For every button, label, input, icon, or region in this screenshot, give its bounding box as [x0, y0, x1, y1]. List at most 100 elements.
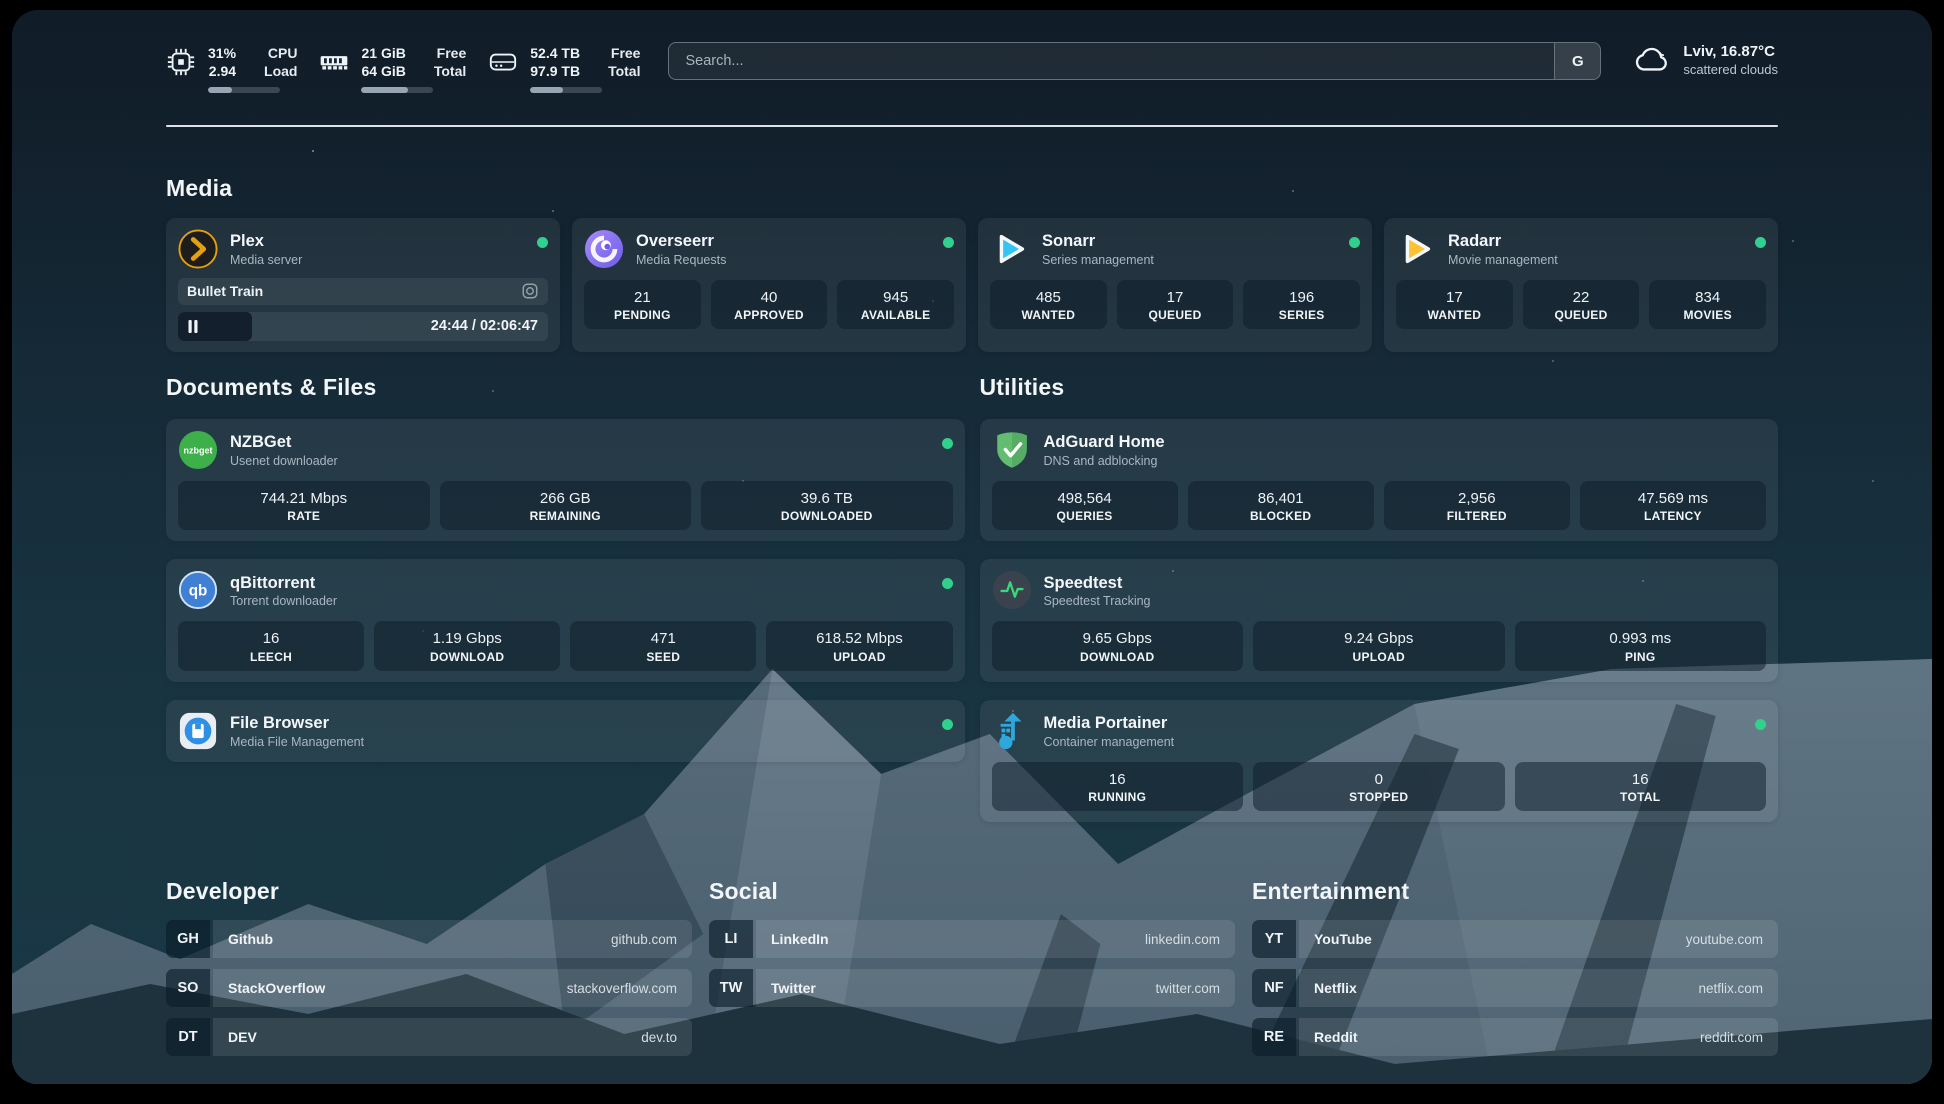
svg-text:nzbget: nzbget — [183, 445, 212, 455]
playback-progress[interactable]: 24:44 / 02:06:47 — [178, 311, 548, 341]
bookmark-url: youtube.com — [1685, 931, 1763, 947]
bookmark-youtube[interactable]: YT YouTube youtube.com — [1252, 920, 1778, 959]
stat-ping: 0.993 ms PING — [1514, 621, 1766, 671]
section-heading-documents: Documents & Files — [166, 373, 377, 400]
status-dot — [1755, 236, 1766, 248]
card-title: Plex — [230, 232, 264, 251]
stat-pending: 21 PENDING — [584, 279, 701, 330]
filebrowser-icon — [179, 712, 217, 750]
bookmark-name: DEV — [228, 1029, 257, 1046]
bookmark-dev[interactable]: DT DEV dev.to — [166, 1018, 692, 1057]
dashboard-screen: 31% 2.94 CPU Load — [12, 10, 1932, 1084]
topbar-divider — [166, 124, 1778, 127]
bookmark-linkedin[interactable]: LI LinkedIn linkedin.com — [709, 920, 1235, 959]
cpu-labels: CPU Load — [264, 45, 298, 80]
card-title: Sonarr — [1042, 232, 1096, 251]
card-title: File Browser — [230, 714, 330, 733]
bookmark-abbr: NF — [1252, 969, 1296, 1008]
disk-icon — [490, 53, 517, 71]
plex-card[interactable]: Plex Media server Bullet Train — [166, 217, 560, 352]
bookmark-twitter[interactable]: TW Twitter twitter.com — [709, 969, 1235, 1008]
section-heading-developer: Developer — [166, 878, 280, 905]
bookmark-stackoverflow[interactable]: SO StackOverflow stackoverflow.com — [166, 969, 692, 1008]
svg-text:qb: qb — [189, 583, 208, 600]
overseerr-icon — [584, 229, 624, 268]
card-subtitle: Movie management — [1448, 252, 1558, 267]
pause-icon — [188, 319, 198, 333]
now-playing-row[interactable]: Bullet Train — [178, 277, 548, 305]
radarr-card[interactable]: Radarr Movie management 17 WANTED 22 QUE… — [1384, 217, 1778, 352]
status-dot — [537, 236, 548, 248]
stat-leech: 16 LEECH — [178, 621, 365, 671]
adguard-icon — [996, 432, 1027, 468]
stat-filtered: 2,956 FILTERED — [1383, 480, 1570, 531]
stat-remaining: 266 GB REMAINING — [439, 480, 691, 531]
cloud-icon — [1636, 48, 1668, 71]
weather-widget: Lviv, 16.87°C scattered clouds — [1633, 40, 1778, 77]
stat-wanted: 17 WANTED — [1396, 279, 1513, 330]
status-dot — [941, 437, 953, 449]
stat-movies: 834 MOVIES — [1649, 279, 1767, 330]
bookmark-abbr: GH — [166, 920, 210, 959]
speedtest-card[interactable]: Speedtest Speedtest Tracking 9.65 Gbps D… — [979, 559, 1778, 682]
stat-download: 1.19 Gbps DOWNLOAD — [374, 621, 561, 671]
memory-values: 21 GiB 64 GiB — [361, 45, 406, 80]
card-title: qBittorrent — [230, 573, 316, 592]
card-title: AdGuard Home — [1043, 433, 1165, 452]
nzbget-card[interactable]: nzbget NZBGet Usenet downloader 744.21 M… — [166, 418, 965, 542]
sonarr-icon — [999, 234, 1025, 264]
bookmark-reddit[interactable]: RE Reddit reddit.com — [1252, 1018, 1778, 1057]
portainer-icon — [998, 712, 1022, 750]
search-engine-button[interactable]: G — [1554, 43, 1601, 79]
section-social: Social LI LinkedIn linkedin.com TW Twitt… — [709, 878, 1235, 1056]
portainer-card[interactable]: Media Portainer Container management 16 … — [979, 699, 1778, 823]
card-title: Overseerr — [636, 232, 714, 251]
stat-blocked: 86,401 BLOCKED — [1187, 480, 1374, 531]
sonarr-card[interactable]: Sonarr Series management 485 WANTED 17 Q… — [978, 217, 1372, 352]
bookmark-abbr: YT — [1252, 920, 1296, 959]
qbittorrent-card[interactable]: qb qBittorrent Torrent downloader 16 — [166, 559, 965, 682]
card-subtitle: Media File Management — [230, 734, 365, 749]
section-heading-social: Social — [709, 878, 778, 905]
card-title: NZBGet — [230, 433, 292, 452]
bookmark-github[interactable]: GH Github github.com — [166, 920, 692, 959]
stat-downloaded: 39.6 TB DOWNLOADED — [701, 480, 953, 531]
bookmark-url: github.com — [610, 931, 677, 947]
filebrowser-card[interactable]: File Browser Media File Management — [166, 699, 965, 762]
weather-condition: scattered clouds — [1683, 61, 1778, 77]
memory-progress-bar — [361, 86, 434, 93]
stat-approved: 40 APPROVED — [710, 279, 828, 330]
bookmark-url: stackoverflow.com — [566, 980, 677, 996]
card-title: Speedtest — [1043, 573, 1123, 592]
card-title: Radarr — [1448, 232, 1502, 251]
overseerr-card[interactable]: Overseerr Media Requests 21 PENDING 40 A… — [572, 217, 966, 352]
card-subtitle: DNS and adblocking — [1043, 453, 1158, 468]
system-stats: 31% 2.94 CPU Load — [166, 40, 640, 93]
stat-stopped: 0 STOPPED — [1253, 761, 1505, 812]
bookmark-name: Netflix — [1314, 980, 1357, 997]
stat-series: 196 SERIES — [1243, 279, 1361, 330]
plex-icon — [178, 229, 218, 269]
bookmark-name: Github — [228, 931, 274, 948]
bookmark-abbr: TW — [709, 969, 753, 1008]
bookmark-abbr: DT — [166, 1018, 210, 1057]
bookmark-netflix[interactable]: NF Netflix netflix.com — [1252, 969, 1778, 1008]
card-subtitle: Media server — [230, 252, 303, 267]
qbittorrent-icon: qb — [178, 571, 218, 610]
section-utilities: Utilities AdGuard Home DNS — [979, 373, 1778, 823]
bookmark-name: Reddit — [1314, 1029, 1358, 1046]
stat-queries: 498,564 QUERIES — [991, 480, 1178, 531]
section-documents: Documents & Files nzbget NZBGet Usenet d… — [166, 374, 965, 823]
nzbget-icon: nzbget — [178, 430, 218, 469]
section-heading-utilities: Utilities — [979, 373, 1065, 400]
section-media: Media Plex Media server — [166, 175, 1778, 352]
radarr-icon — [1405, 234, 1431, 264]
memory-labels: Free Total — [433, 45, 467, 80]
stat-rate: 744.21 Mbps RATE — [178, 480, 430, 531]
playback-time: 24:44 / 02:06:47 — [430, 317, 538, 334]
memory-icon — [321, 56, 348, 70]
cpu-widget: 31% 2.94 CPU Load — [166, 44, 297, 93]
adguard-card[interactable]: AdGuard Home DNS and adblocking 498,564 … — [979, 418, 1778, 542]
bookmark-url: reddit.com — [1699, 1029, 1763, 1045]
search-input[interactable] — [669, 43, 1555, 79]
